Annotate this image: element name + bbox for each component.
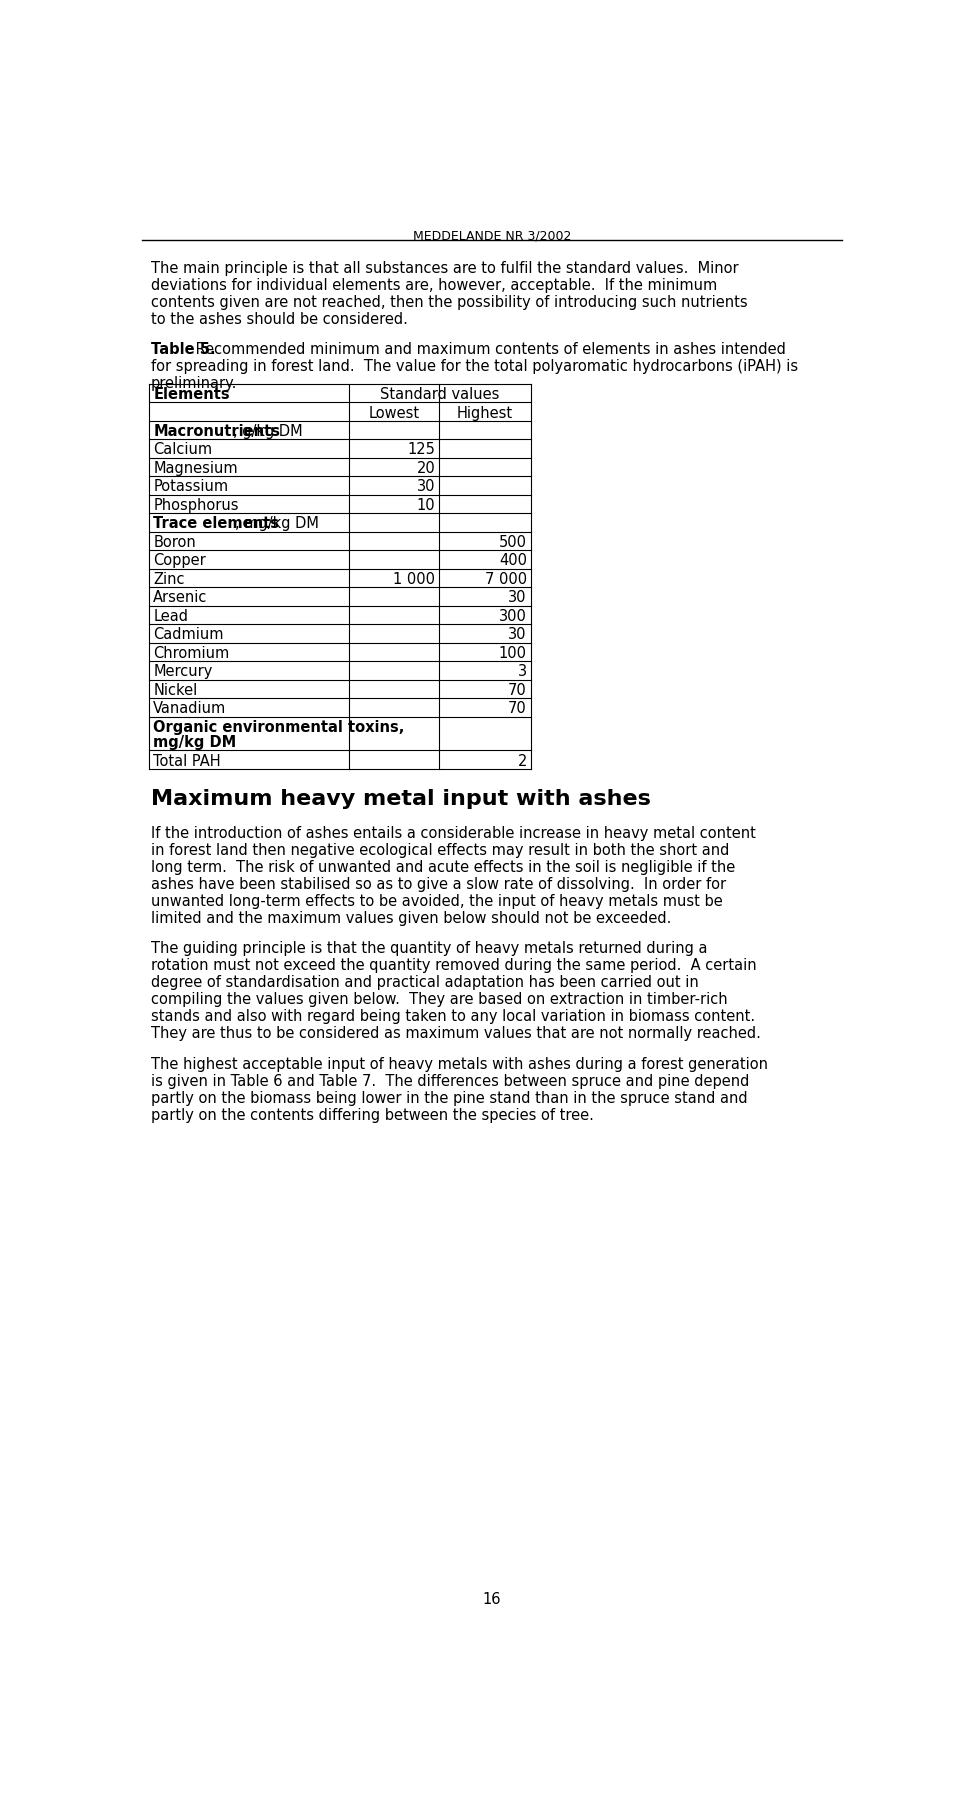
Text: Boron: Boron	[154, 535, 196, 550]
Text: , mg/kg DM: , mg/kg DM	[234, 517, 319, 531]
Text: is given in Table 6 and Table 7.  The differences between spruce and pine depend: is given in Table 6 and Table 7. The dif…	[151, 1074, 750, 1088]
Text: , g/kg DM: , g/kg DM	[233, 424, 302, 439]
Text: 3: 3	[517, 664, 527, 679]
Text: Lowest: Lowest	[369, 406, 420, 420]
Text: Highest: Highest	[457, 406, 513, 420]
Text: 7 000: 7 000	[485, 571, 527, 586]
Text: to the ashes should be considered.: to the ashes should be considered.	[151, 311, 408, 326]
Text: The guiding principle is that the quantity of heavy metals returned during a: The guiding principle is that the quanti…	[151, 941, 708, 957]
Text: preliminary.: preliminary.	[151, 377, 237, 391]
Text: long term.  The risk of unwanted and acute effects in the soil is negligible if : long term. The risk of unwanted and acut…	[151, 859, 735, 875]
Text: 100: 100	[499, 646, 527, 661]
Text: 500: 500	[499, 535, 527, 550]
Text: degree of standardisation and practical adaptation has been carried out in: degree of standardisation and practical …	[151, 976, 699, 990]
Text: Trace elements: Trace elements	[154, 517, 279, 531]
Text: Arsenic: Arsenic	[154, 590, 207, 606]
Text: Table 5.: Table 5.	[151, 342, 216, 357]
Text: partly on the biomass being lower in the pine stand than in the spruce stand and: partly on the biomass being lower in the…	[151, 1090, 748, 1107]
Text: partly on the contents differing between the species of tree.: partly on the contents differing between…	[151, 1108, 594, 1123]
Text: Recommended minimum and maximum contents of elements in ashes intended: Recommended minimum and maximum contents…	[191, 342, 786, 357]
Text: They are thus to be considered as maximum values that are not normally reached.: They are thus to be considered as maximu…	[151, 1026, 761, 1041]
Text: Mercury: Mercury	[154, 664, 213, 679]
Text: Maximum heavy metal input with ashes: Maximum heavy metal input with ashes	[151, 788, 651, 808]
Text: unwanted long-term effects to be avoided, the input of heavy metals must be: unwanted long-term effects to be avoided…	[151, 894, 723, 908]
Text: Total PAH: Total PAH	[154, 753, 221, 768]
Text: 2: 2	[517, 753, 527, 768]
Text: limited and the maximum values given below should not be exceeded.: limited and the maximum values given bel…	[151, 910, 671, 926]
Text: Chromium: Chromium	[154, 646, 229, 661]
Text: rotation must not exceed the quantity removed during the same period.  A certain: rotation must not exceed the quantity re…	[151, 959, 756, 974]
Text: 1 000: 1 000	[394, 571, 436, 586]
Text: Copper: Copper	[154, 553, 206, 568]
Text: 300: 300	[499, 608, 527, 624]
Text: mg/kg DM: mg/kg DM	[154, 735, 236, 750]
Text: 70: 70	[508, 682, 527, 697]
Text: 30: 30	[417, 479, 436, 495]
Text: Cadmium: Cadmium	[154, 628, 224, 642]
Text: MEDDELANDE NR 3/2002: MEDDELANDE NR 3/2002	[413, 229, 571, 242]
Text: The highest acceptable input of heavy metals with ashes during a forest generati: The highest acceptable input of heavy me…	[151, 1057, 768, 1072]
Text: stands and also with regard being taken to any local variation in biomass conten: stands and also with regard being taken …	[151, 1008, 756, 1025]
Text: Zinc: Zinc	[154, 571, 185, 586]
Text: Standard values: Standard values	[380, 388, 499, 402]
Text: If the introduction of ashes entails a considerable increase in heavy metal cont: If the introduction of ashes entails a c…	[151, 826, 756, 841]
Text: 70: 70	[508, 701, 527, 717]
Text: Vanadium: Vanadium	[154, 701, 227, 717]
Text: 20: 20	[417, 460, 436, 477]
Text: Lead: Lead	[154, 608, 188, 624]
Text: Nickel: Nickel	[154, 682, 198, 697]
Text: ashes have been stabilised so as to give a slow rate of dissolving.  In order fo: ashes have been stabilised so as to give…	[151, 877, 726, 892]
Text: Phosphorus: Phosphorus	[154, 499, 239, 513]
Text: for spreading in forest land.  The value for the total polyaromatic hydrocarbons: for spreading in forest land. The value …	[151, 359, 798, 375]
Text: Magnesium: Magnesium	[154, 460, 238, 477]
Text: 30: 30	[509, 590, 527, 606]
Text: 30: 30	[509, 628, 527, 642]
Text: Potassium: Potassium	[154, 479, 228, 495]
Text: deviations for individual elements are, however, acceptable.  If the minimum: deviations for individual elements are, …	[151, 278, 717, 293]
Text: 125: 125	[408, 442, 436, 457]
Text: compiling the values given below.  They are based on extraction in timber-rich: compiling the values given below. They a…	[151, 992, 728, 1006]
Text: 10: 10	[417, 499, 436, 513]
Text: contents given are not reached, then the possibility of introducing such nutrien: contents given are not reached, then the…	[151, 295, 748, 309]
Text: Elements: Elements	[154, 388, 230, 402]
Text: The main principle is that all substances are to fulfil the standard values.  Mi: The main principle is that all substance…	[151, 260, 738, 277]
Text: 16: 16	[483, 1592, 501, 1607]
Text: Organic environmental toxins,: Organic environmental toxins,	[154, 719, 405, 735]
Text: Calcium: Calcium	[154, 442, 212, 457]
Text: 400: 400	[499, 553, 527, 568]
Text: Macronutrients: Macronutrients	[154, 424, 280, 439]
Text: in forest land then negative ecological effects may result in both the short and: in forest land then negative ecological …	[151, 843, 730, 857]
